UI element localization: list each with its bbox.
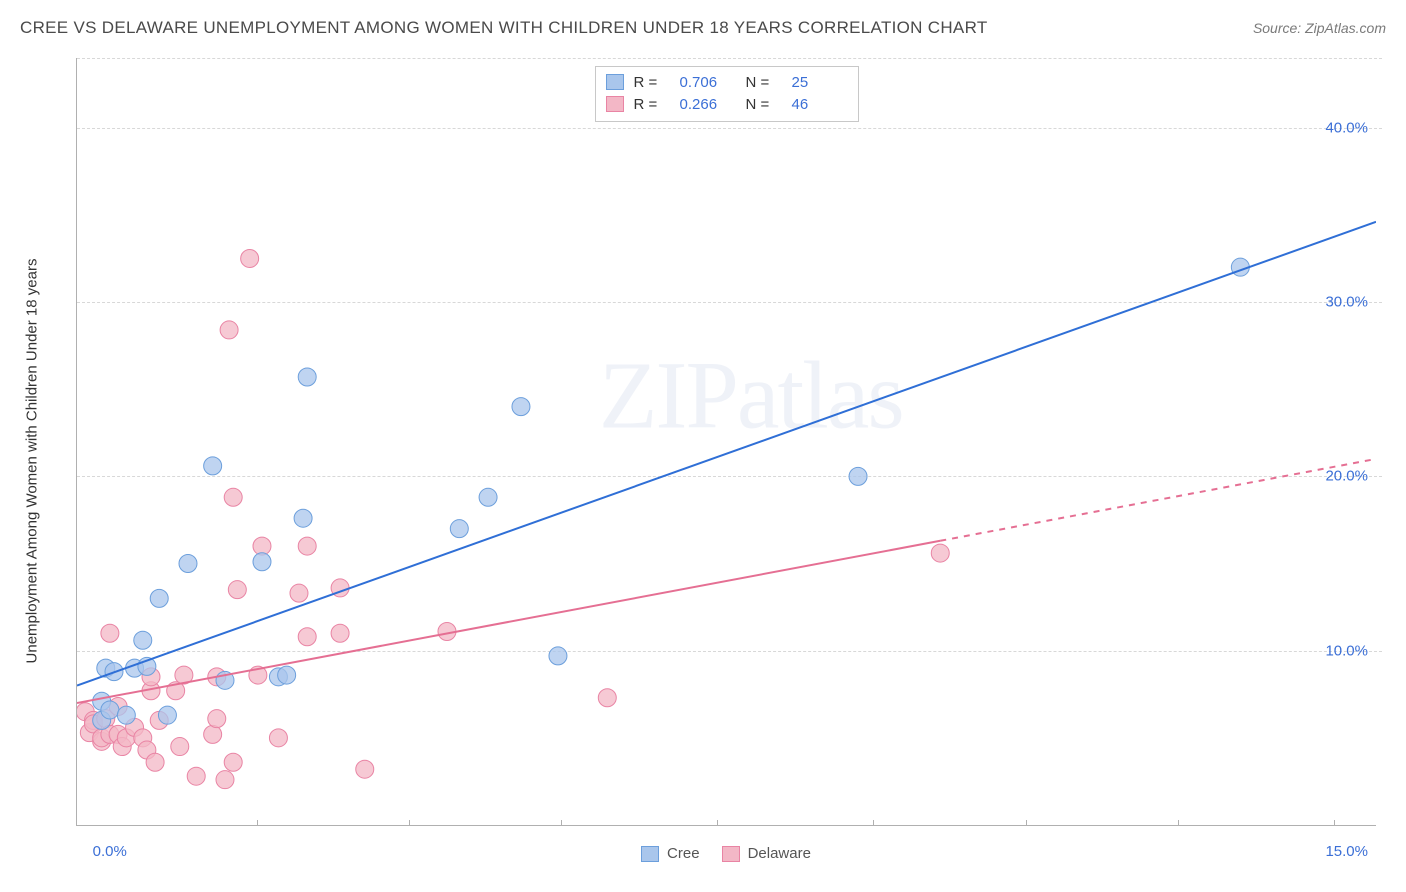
legend-row-delaware: R = 0.266 N = 46 (606, 93, 848, 115)
legend-n-label: N = (746, 74, 782, 91)
tickmark (257, 820, 258, 826)
y-tick-label: 10.0% (1325, 642, 1368, 659)
chart-container: Unemployment Among Women with Children U… (20, 50, 1386, 872)
y-axis-label: Unemployment Among Women with Children U… (24, 259, 41, 664)
swatch-cree (606, 74, 624, 90)
tickmark (873, 820, 874, 826)
tickmark (1026, 820, 1027, 826)
legend-row-cree: R = 0.706 N = 25 (606, 71, 848, 93)
gridline-h (77, 128, 1382, 129)
gridline-h (77, 651, 1382, 652)
legend-r-label: R = (634, 74, 670, 91)
y-tick-label: 40.0% (1325, 119, 1368, 136)
tickmark (717, 820, 718, 826)
legend-correlation: R = 0.706 N = 25 R = 0.266 N = 46 (595, 66, 859, 122)
legend-n-value-cree: 25 (792, 74, 848, 91)
y-tick-label: 20.0% (1325, 468, 1368, 485)
legend-item-cree: Cree (641, 845, 700, 862)
gridline-h (77, 302, 1382, 303)
legend-item-delaware: Delaware (722, 845, 811, 862)
tickmark (1334, 820, 1335, 826)
swatch-delaware (606, 96, 624, 112)
legend-r-value-cree: 0.706 (680, 74, 736, 91)
swatch-cree (641, 846, 659, 862)
tickmark (561, 820, 562, 826)
tickmark (1178, 820, 1179, 826)
y-tick-label: 30.0% (1325, 294, 1368, 311)
chart-title: CREE VS DELAWARE UNEMPLOYMENT AMONG WOME… (20, 18, 988, 38)
watermark: ZIPatlas (599, 340, 903, 451)
chart-svg-overlay (77, 58, 1376, 825)
gridline-h (77, 476, 1382, 477)
tickmark (409, 820, 410, 826)
swatch-delaware (722, 846, 740, 862)
legend-label-cree: Cree (667, 845, 700, 862)
legend-series: Cree Delaware (76, 845, 1376, 862)
legend-r-label: R = (634, 96, 670, 113)
plot-area: ZIPatlas R = 0.706 N = 25 R = 0.266 N = … (76, 58, 1376, 826)
legend-n-value-delaware: 46 (792, 96, 848, 113)
gridline-h (77, 58, 1382, 59)
legend-r-value-delaware: 0.266 (680, 96, 736, 113)
legend-n-label: N = (746, 96, 782, 113)
chart-source: Source: ZipAtlas.com (1253, 20, 1386, 36)
legend-label-delaware: Delaware (748, 845, 811, 862)
